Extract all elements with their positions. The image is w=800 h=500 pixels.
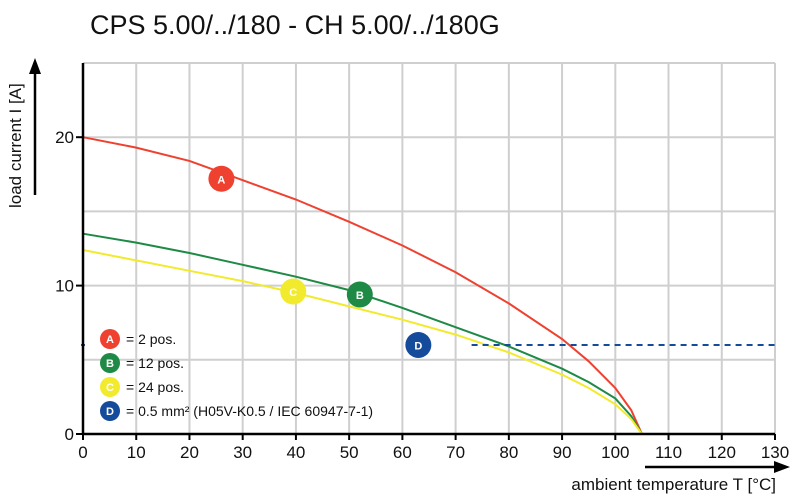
y-tick-label: 10 — [55, 277, 74, 296]
legend-marker-letter: D — [106, 406, 114, 418]
y-tick-label: 20 — [55, 128, 74, 147]
x-tick-label: 130 — [761, 443, 789, 462]
x-tick-label: 110 — [655, 443, 682, 462]
x-tick-label: 60 — [393, 443, 412, 462]
y-axis-arrowhead — [29, 58, 41, 74]
x-tick-label: 120 — [708, 443, 736, 462]
legend-marker-letter: A — [106, 334, 114, 346]
x-tick-label: 20 — [180, 443, 199, 462]
series-badge-b — [346, 281, 373, 308]
x-tick-label: 10 — [127, 443, 146, 462]
x-axis-label: ambient temperature T [°C] — [571, 475, 776, 494]
x-tick-label: 80 — [499, 443, 518, 462]
series-badge-letter: B — [356, 290, 364, 302]
series-badge-d — [405, 331, 432, 358]
x-tick-label: 70 — [446, 443, 465, 462]
x-tick-label: 40 — [286, 443, 305, 462]
y-axis-label: load current I [A] — [6, 83, 25, 208]
grid — [83, 62, 776, 434]
series-badge-letter: D — [414, 340, 422, 352]
series-badge-a — [208, 165, 235, 192]
legend-label-a: = 2 pos. — [126, 331, 176, 347]
tick-labels: 0 10 20 0 10 20 30 40 50 60 70 80 90 100 110 120 130 — [55, 128, 789, 462]
legend-marker-letter: B — [106, 358, 114, 370]
legend-label-b: = 12 pos. — [126, 355, 184, 371]
y-tick-label: 0 — [65, 425, 74, 444]
series-layer — [81, 136, 775, 435]
series-line-b — [82, 232, 643, 435]
axes — [29, 58, 790, 473]
series-line-a — [82, 136, 643, 435]
legend-label-c: = 24 pos. — [126, 379, 184, 395]
legend: A = 2 pos. B = 12 pos. C = 24 pos. D = 0.5 mm² … — [100, 329, 373, 421]
series-badge-letter: A — [217, 174, 225, 186]
legend-marker-c — [100, 377, 120, 397]
legend-marker-d — [100, 401, 120, 421]
x-axis-arrowhead — [774, 461, 790, 473]
series-line-c — [82, 249, 643, 435]
legend-marker-letter: C — [106, 382, 114, 394]
legend-marker-a — [100, 329, 120, 349]
legend-label-d: = 0.5 mm² (H05V-K0.5 / IEC 60947-7-1) — [126, 403, 373, 419]
series-markers: A B C D — [208, 165, 432, 358]
series-badge-letter: C — [289, 287, 297, 299]
series-badge-c — [280, 278, 307, 305]
x-tick-label: 50 — [340, 443, 359, 462]
x-tick-label: 90 — [553, 443, 572, 462]
legend-marker-b — [100, 353, 120, 373]
chart-title: CPS 5.00/../180 - CH 5.00/../180G — [90, 10, 500, 40]
x-tick-label: 0 — [78, 443, 87, 462]
x-tick-label: 100 — [601, 443, 629, 462]
x-tick-label: 30 — [233, 443, 252, 462]
